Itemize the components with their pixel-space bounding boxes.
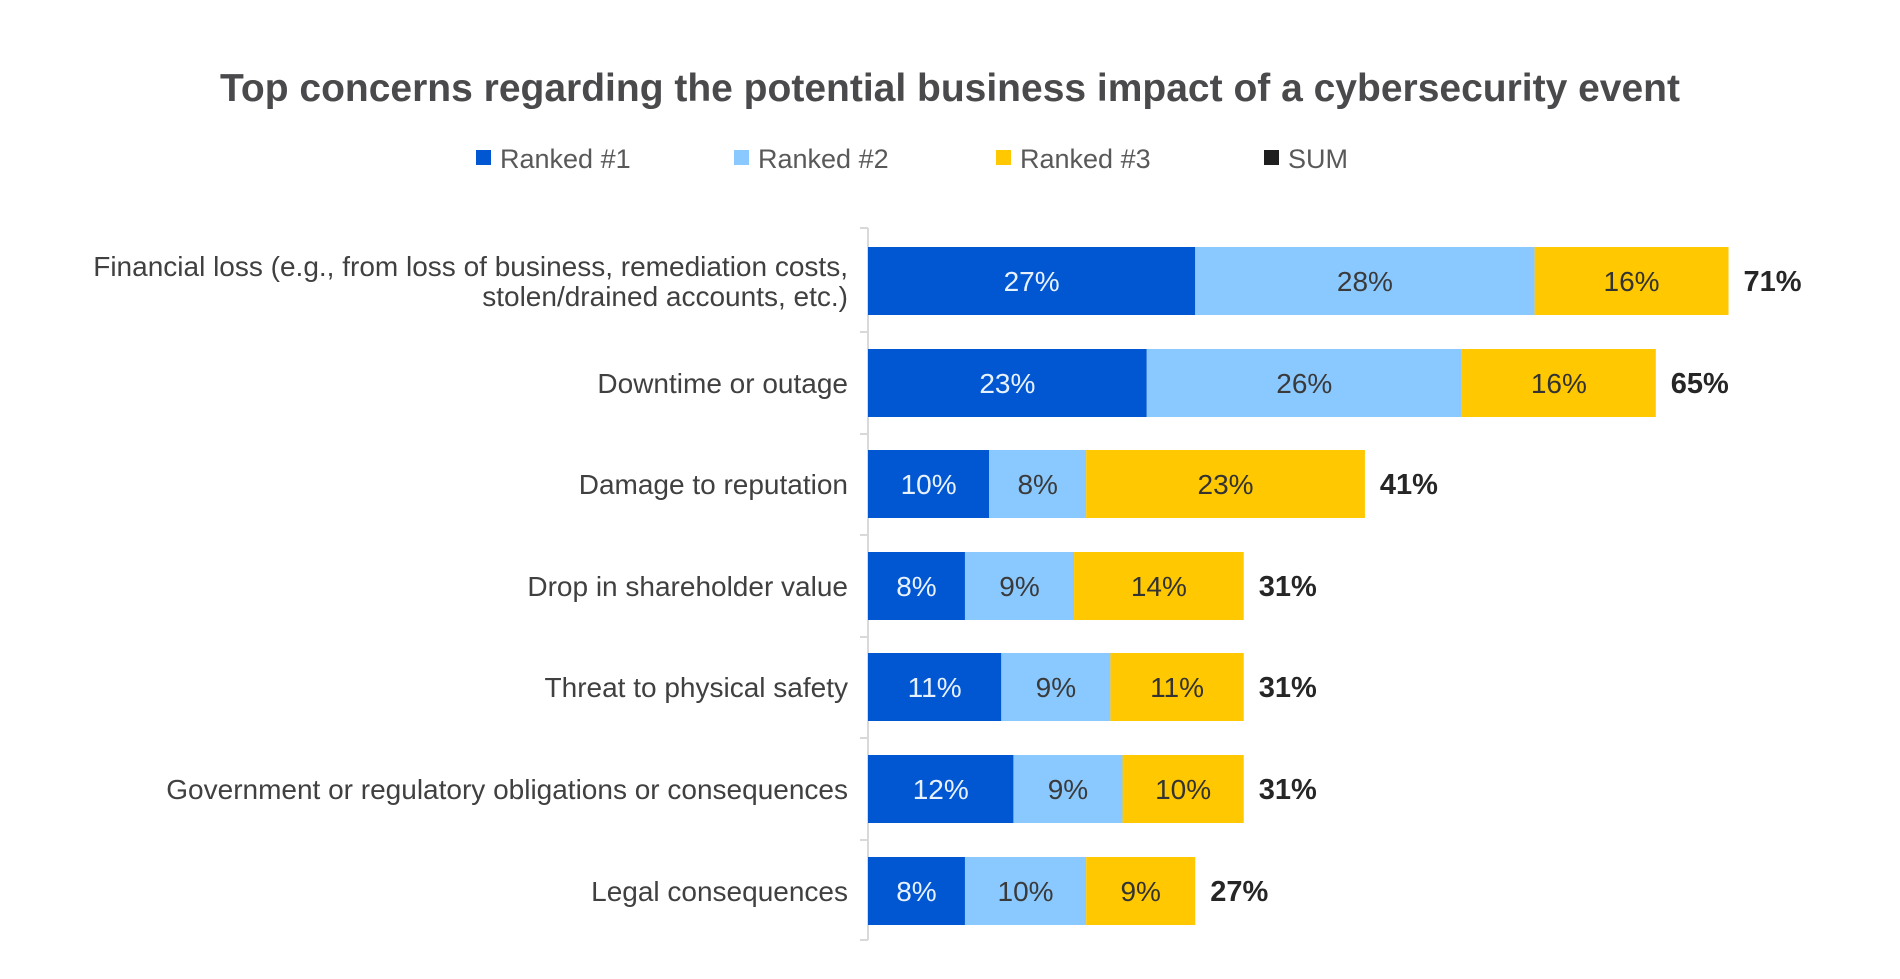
data-label: 10% <box>1155 774 1211 805</box>
category-label: Government or regulatory obligations or … <box>166 774 848 805</box>
chart-title: Top concerns regarding the potential bus… <box>220 67 1680 110</box>
bar-segment <box>964 552 1075 620</box>
bar-segment <box>1110 653 1244 721</box>
data-label: 8% <box>896 571 936 602</box>
bar-segment <box>868 755 1014 823</box>
bar-segment <box>1086 857 1196 925</box>
bar-segment <box>868 450 990 518</box>
legend-swatch <box>996 150 1011 165</box>
bar-segment <box>868 349 1147 417</box>
legend-label: SUM <box>1288 144 1348 174</box>
data-label: 26% <box>1276 368 1332 399</box>
data-label: 9% <box>1048 774 1088 805</box>
data-label: 28% <box>1337 266 1393 297</box>
bar-segment <box>868 857 965 925</box>
data-label: 14% <box>1131 571 1187 602</box>
sum-label: 31% <box>1259 672 1317 704</box>
legend-label: Ranked #1 <box>500 144 631 174</box>
sum-label: 31% <box>1259 571 1317 603</box>
sum-label: 31% <box>1259 774 1317 806</box>
sum-label: 65% <box>1671 368 1729 400</box>
bar-segment <box>1013 755 1123 823</box>
bar-segment <box>964 857 1087 925</box>
category-label: Legal consequences <box>591 876 848 907</box>
data-label: 8% <box>896 876 936 907</box>
data-label: 9% <box>1120 876 1160 907</box>
legend-swatch <box>1264 150 1279 165</box>
bar-segment <box>868 552 965 620</box>
data-label: 8% <box>1017 469 1057 500</box>
legend-label: Ranked #3 <box>1020 144 1151 174</box>
bar-segment <box>1534 247 1729 315</box>
bar-segment <box>868 653 1002 721</box>
bar-segment <box>1001 653 1111 721</box>
bar-segment <box>989 450 1087 518</box>
category-label: Threat to physical safety <box>545 672 848 703</box>
bar-segment <box>1086 450 1365 518</box>
data-label: 23% <box>1198 469 1254 500</box>
data-label: 12% <box>913 774 969 805</box>
data-label: 9% <box>999 571 1039 602</box>
data-label: 11% <box>908 672 962 703</box>
legend: Ranked #1 Ranked #2 Ranked #3 SUM <box>476 144 1348 174</box>
category-label: Drop in shareholder value <box>527 571 848 602</box>
legend-label: Ranked #2 <box>758 144 889 174</box>
data-label: 16% <box>1604 266 1660 297</box>
category-label: Downtime or outage <box>597 368 848 399</box>
bar-segment <box>1122 755 1244 823</box>
category-label: Financial loss (e.g., from loss of busin… <box>93 251 848 312</box>
bar-segment <box>868 247 1196 315</box>
sum-label: 71% <box>1744 266 1802 298</box>
data-label: 11% <box>1150 672 1204 703</box>
legend-swatch <box>734 150 749 165</box>
sum-label: 27% <box>1210 876 1268 908</box>
data-label: 10% <box>998 876 1054 907</box>
data-label: 16% <box>1531 368 1587 399</box>
data-label: 9% <box>1036 672 1076 703</box>
bar-segment <box>1461 349 1656 417</box>
legend-swatch <box>476 150 491 165</box>
sum-label: 41% <box>1380 469 1438 501</box>
bar-segment <box>1146 349 1462 417</box>
bar-segment <box>1195 247 1535 315</box>
data-label: 10% <box>901 469 957 500</box>
data-label: 23% <box>979 368 1035 399</box>
bar-segment <box>1074 552 1244 620</box>
data-label: 27% <box>1004 266 1060 297</box>
category-label: Damage to reputation <box>579 469 848 500</box>
